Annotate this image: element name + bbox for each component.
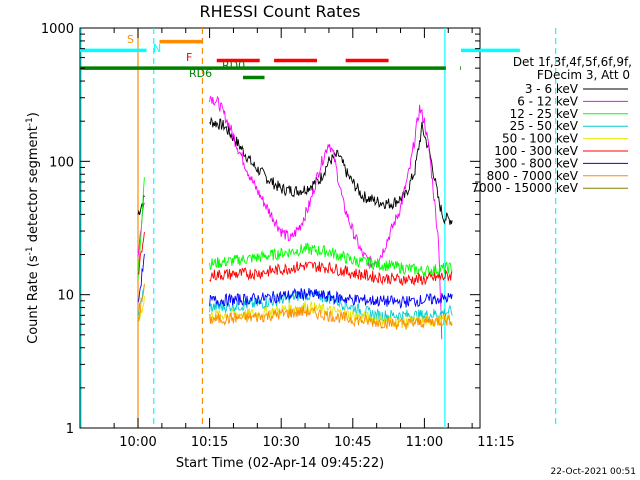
chart-title: RHESSI Count Rates xyxy=(200,2,361,21)
state-bar-label: N xyxy=(153,42,161,55)
series-lines xyxy=(137,95,453,340)
legend-entry-label: 100 - 300 keV xyxy=(494,144,578,158)
series-line xyxy=(137,177,453,280)
legend: Det 1f,3f,4f,5f,6f,9f,FDecim 3, Att 03 -… xyxy=(471,55,632,195)
y-tick-label: 10 xyxy=(57,289,74,304)
state-bar-label: F xyxy=(186,51,192,64)
state-bars: S N F RD0 RD6 xyxy=(80,33,520,80)
state-bar-label: RD6 xyxy=(189,67,212,80)
legend-header-detectors: Det 1f,3f,4f,5f,6f,9f, xyxy=(513,55,632,69)
legend-entry-label: 3 - 6 keV xyxy=(525,82,579,96)
series-line xyxy=(137,283,453,330)
series-line xyxy=(137,231,453,287)
x-tick-label: 11:15 xyxy=(477,435,514,450)
legend-entry-label: 12 - 25 keV xyxy=(510,107,579,121)
x-tick-label: 11:00 xyxy=(406,435,443,450)
legend-entry-label: 6 - 12 keV xyxy=(517,94,579,108)
x-axis-ticks: 10:00 10:15 10:30 10:45 11:00 11:15 xyxy=(113,28,515,450)
vertical-markers xyxy=(80,28,557,428)
plot-frame xyxy=(79,27,481,429)
legend-entry-label: 7000 - 15000 keV xyxy=(471,181,578,195)
y-tick-label: 100 xyxy=(49,155,74,170)
legend-header-decim: FDecim 3, Att 0 xyxy=(537,68,630,82)
state-bar-label: S xyxy=(127,33,134,46)
series-line xyxy=(137,253,453,309)
plot-border xyxy=(79,27,481,429)
x-tick-label: 10:00 xyxy=(119,435,156,450)
x-axis-label: Start Time (02-Apr-14 09:45:22) xyxy=(176,456,384,471)
legend-entry-label: 800 - 7000 keV xyxy=(487,169,579,183)
x-tick-label: 10:30 xyxy=(262,435,299,450)
y-axis-label: Count Rate (s-1 detector segment-1) xyxy=(25,112,41,344)
legend-entry-label: 25 - 50 keV xyxy=(510,119,579,133)
footer-timestamp: 22-Oct-2021 00:51 xyxy=(551,467,636,477)
x-tick-label: 10:45 xyxy=(334,435,371,450)
y-axis-ticks: 1 10 100 1000 xyxy=(41,22,480,437)
legend-entry-label: 50 - 100 keV xyxy=(502,132,579,146)
x-tick-label: 10:15 xyxy=(191,435,228,450)
state-bar-label: RD0 xyxy=(222,59,245,72)
series-line xyxy=(137,116,453,225)
legend-entry-label: 300 - 800 keV xyxy=(494,156,578,170)
y-tick-label: 1000 xyxy=(41,22,74,37)
y-tick-label: 1 xyxy=(66,422,74,437)
series-line xyxy=(137,95,443,340)
